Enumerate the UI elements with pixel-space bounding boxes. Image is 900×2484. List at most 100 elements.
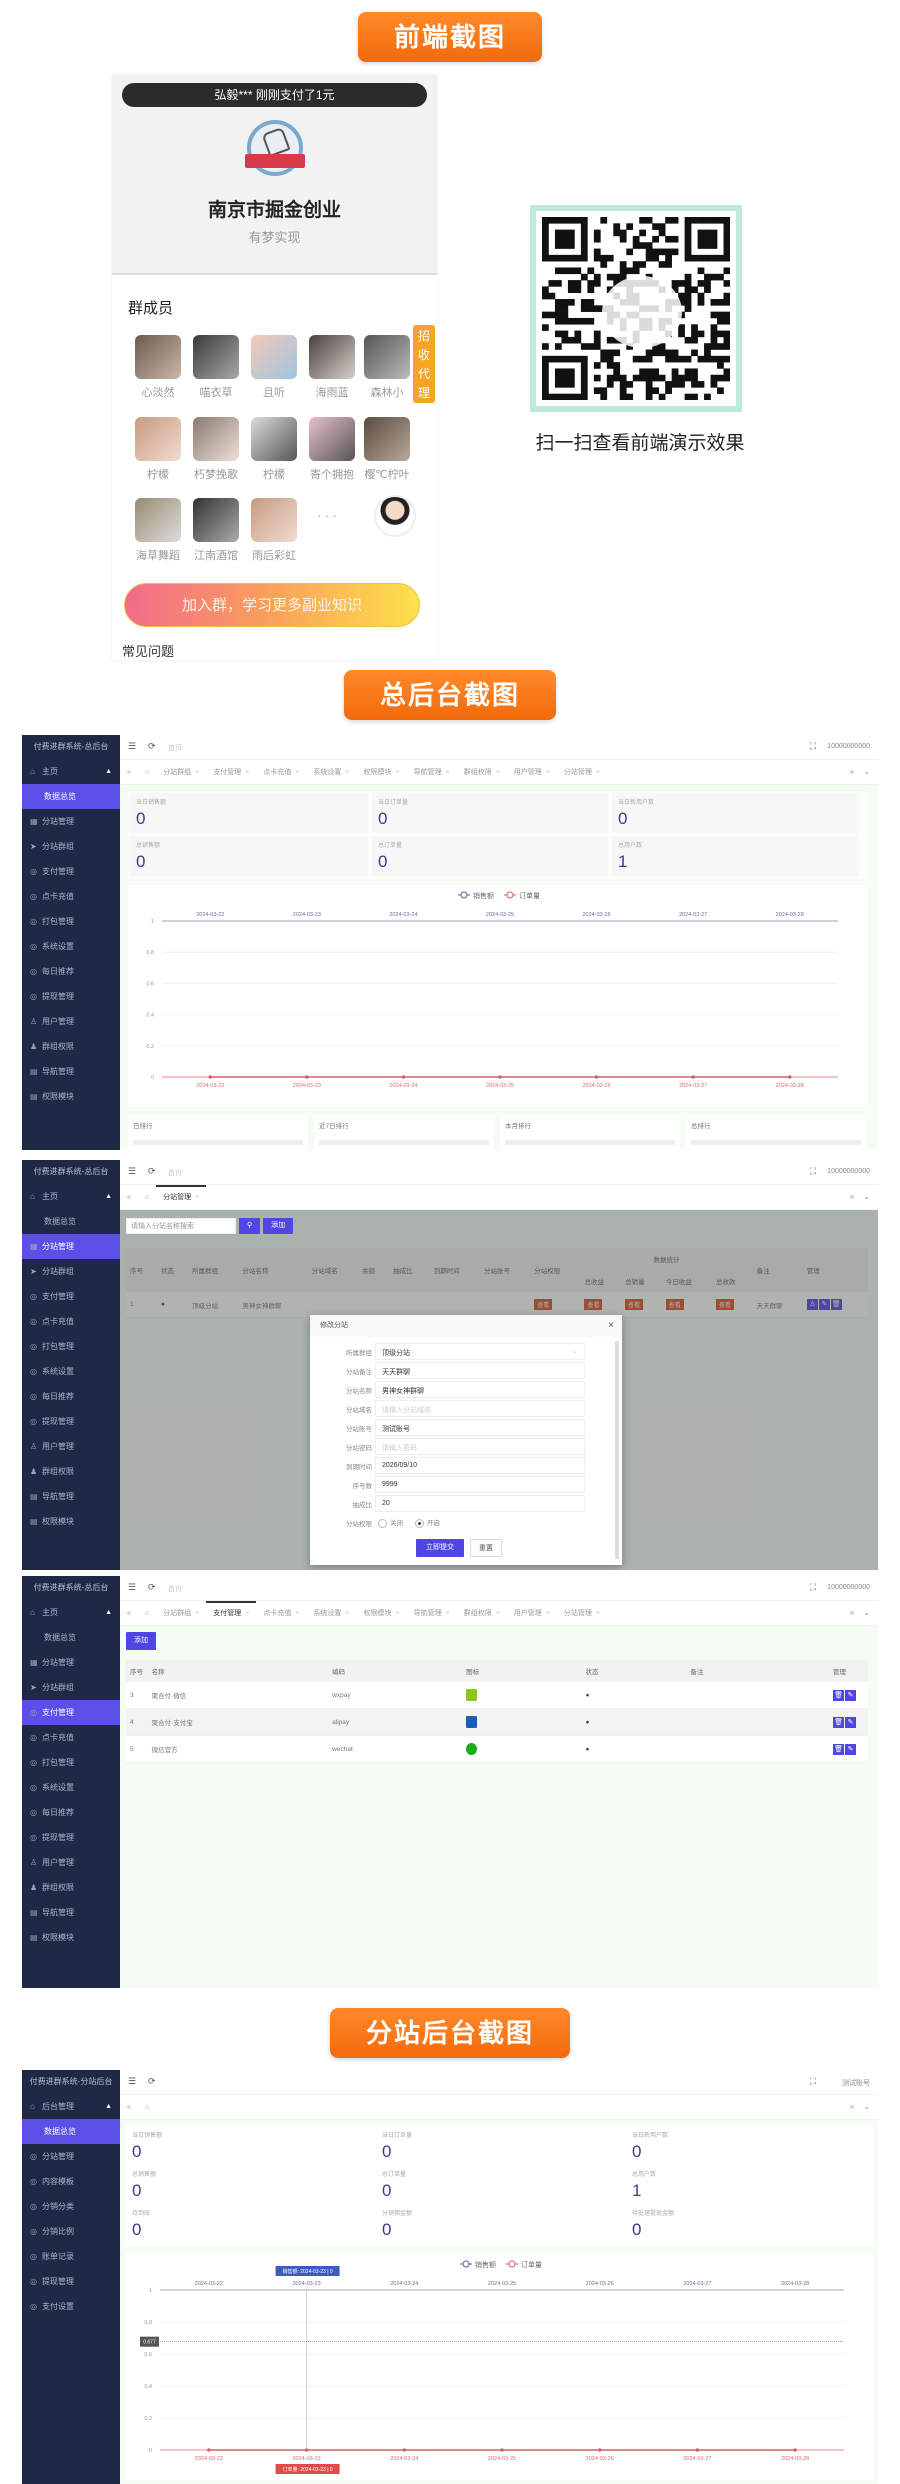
sidebar-item-11[interactable]: ♟ 群组权限 bbox=[22, 1034, 120, 1059]
customer-service-avatar-icon[interactable] bbox=[374, 495, 416, 537]
sidebar-item-9[interactable]: ◎ 提现管理 bbox=[22, 984, 120, 1009]
tab-1[interactable]: 支付管理 × bbox=[206, 760, 256, 785]
user-menu[interactable]: 测试账号 bbox=[842, 2080, 870, 2087]
member-item[interactable]: 海雨蓝 bbox=[309, 335, 355, 400]
sidebar-item-10[interactable]: ♙ 用户管理 bbox=[22, 1850, 120, 1875]
sidebar-item-1[interactable]: 数据总览 bbox=[22, 1209, 120, 1234]
stat-badge[interactable]: 查看 bbox=[534, 1299, 553, 1310]
refresh-icon[interactable]: ⟳ bbox=[148, 1166, 156, 1176]
sidebar-item-0[interactable]: ⌂ 主页 ▲ bbox=[22, 1184, 120, 1209]
sidebar-item-3[interactable]: ◎ 内容模板 bbox=[22, 2169, 120, 2194]
edit-icon[interactable]: ✎ bbox=[845, 1689, 857, 1701]
tab-close-icon[interactable]: × bbox=[445, 769, 450, 776]
tab-close-icon[interactable]: × bbox=[545, 769, 550, 776]
join-group-button[interactable]: 加入群，学习更多副业知识 bbox=[124, 583, 420, 627]
search-button[interactable]: ⚲ bbox=[239, 1218, 261, 1234]
sidebar-item-2[interactable]: ▦ 分站管理 bbox=[22, 809, 120, 834]
sidebar-item-8[interactable]: ◎ 每日推荐 bbox=[22, 959, 120, 984]
member-item[interactable]: 雨后彩虹 bbox=[251, 498, 297, 563]
sidebar-item-3[interactable]: ➤ 分站群组 bbox=[22, 834, 120, 859]
sidebar-item-1[interactable]: 数据总览 bbox=[22, 784, 120, 809]
stat-badge[interactable]: 查看 bbox=[584, 1299, 603, 1310]
tab-close-icon[interactable]: × bbox=[245, 769, 250, 776]
status-cell[interactable]: ● bbox=[581, 1735, 687, 1763]
sidebar-item-4[interactable]: ◎ 分销分类 bbox=[22, 2194, 120, 2219]
sidebar-item-2[interactable]: ◎ 分站管理 bbox=[22, 2144, 120, 2169]
tab-8[interactable]: 分站管理 × bbox=[557, 760, 607, 785]
sidebar-item-13[interactable]: ▤ 权限模块 bbox=[22, 1509, 120, 1534]
reset-button[interactable]: 重置 bbox=[470, 1539, 502, 1557]
sidebar-item-4[interactable]: ◎ 支付管理 bbox=[22, 1284, 120, 1309]
sidebar-item-12[interactable]: ▤ 导航管理 bbox=[22, 1059, 120, 1084]
tab-3[interactable]: 系统设置 × bbox=[306, 1601, 356, 1626]
stat-badge[interactable]: 查看 bbox=[715, 1299, 734, 1310]
refresh-icon[interactable]: ⟳ bbox=[148, 741, 156, 751]
tabs-scroll-left-icon[interactable]: « bbox=[127, 1610, 131, 1617]
tab-6[interactable]: 群组权限 × bbox=[457, 1601, 507, 1626]
member-item[interactable]: 樱℃柠叶 bbox=[364, 417, 410, 482]
caret-up-icon[interactable]: ▲ bbox=[105, 768, 112, 775]
sidebar-item-10[interactable]: ♙ 用户管理 bbox=[22, 1434, 120, 1459]
tab-4[interactable]: 权限模块 × bbox=[357, 760, 407, 785]
sidebar-item-13[interactable]: ▤ 权限模块 bbox=[22, 1925, 120, 1950]
member-item[interactable]: 柠檬 bbox=[135, 417, 181, 482]
delete-icon[interactable]: 🗑 bbox=[833, 1689, 845, 1701]
status-cell[interactable]: ● bbox=[581, 1682, 687, 1709]
modal-scrollbar[interactable] bbox=[615, 1341, 619, 1559]
sidebar-item-1[interactable]: 数据总览 bbox=[22, 2119, 120, 2144]
tab-close-icon[interactable]: × bbox=[595, 1610, 600, 1617]
tab-close-icon[interactable]: × bbox=[345, 1610, 350, 1617]
member-item[interactable]: 心淡然 bbox=[135, 335, 181, 400]
sidebar-item-7[interactable]: ◎ 系统设置 bbox=[22, 1775, 120, 1800]
sidebar-item-3[interactable]: ➤ 分站群组 bbox=[22, 1259, 120, 1284]
tabs-dropdown-icon[interactable]: ⌄ bbox=[863, 1608, 870, 1617]
field-input[interactable]: 请输入分站域名 bbox=[375, 1400, 585, 1417]
tabs-scroll-right-icon[interactable]: » bbox=[849, 1608, 854, 1617]
tab-close-icon[interactable]: × bbox=[295, 1610, 300, 1617]
menu-fold-icon[interactable]: ☰ bbox=[128, 741, 137, 751]
home-tab-icon[interactable]: ⌂ bbox=[144, 1194, 150, 1201]
member-item[interactable]: 海草舞蹈 bbox=[135, 498, 181, 563]
menu-fold-icon[interactable]: ☰ bbox=[128, 1166, 137, 1176]
sidebar-item-4[interactable]: ◎ 支付管理 bbox=[22, 1700, 120, 1725]
home-tab-icon[interactable]: ⌂ bbox=[144, 1610, 150, 1617]
tab-2[interactable]: 点卡充值 × bbox=[256, 1601, 306, 1626]
home-breadcrumb[interactable]: 首页 bbox=[168, 1170, 182, 1177]
user-menu[interactable]: 10000000000 bbox=[827, 1168, 870, 1175]
edit-icon[interactable]: ✎ bbox=[845, 1743, 857, 1755]
sidebar-item-9[interactable]: ◎ 提现管理 bbox=[22, 1409, 120, 1434]
sidebar-item-2[interactable]: ▦ 分站管理 bbox=[22, 1650, 120, 1675]
sidebar-item-12[interactable]: ▤ 导航管理 bbox=[22, 1484, 120, 1509]
tab-close-icon[interactable]: × bbox=[245, 1610, 250, 1617]
tabs-dropdown-icon[interactable]: ⌄ bbox=[863, 2102, 870, 2111]
tabs-scroll-right-icon[interactable]: » bbox=[849, 1192, 854, 1201]
sidebar-item-10[interactable]: ♙ 用户管理 bbox=[22, 1009, 120, 1034]
field-input[interactable]: 9999 bbox=[375, 1476, 585, 1493]
stat-badge[interactable]: 查看 bbox=[625, 1299, 644, 1310]
add-button[interactable]: 添加 bbox=[263, 1218, 294, 1234]
delete-icon[interactable]: 🗑 bbox=[830, 1299, 842, 1310]
delete-icon[interactable]: 🗑 bbox=[833, 1743, 845, 1755]
edit-icon[interactable]: ✎ bbox=[818, 1299, 830, 1310]
search-input[interactable]: 请输入分站名称搜索 bbox=[126, 1218, 236, 1234]
sidebar-item-11[interactable]: ♟ 群组权限 bbox=[22, 1459, 120, 1484]
edit-icon[interactable]: ✎ bbox=[845, 1716, 857, 1728]
sidebar-item-5[interactable]: ◎ 点卡充值 bbox=[22, 1309, 120, 1334]
field-input[interactable]: 测试账号 bbox=[375, 1419, 585, 1436]
tab-close-icon[interactable]: × bbox=[195, 1194, 200, 1201]
recruit-agent-badge[interactable]: 招收代理 bbox=[413, 325, 435, 403]
member-item[interactable]: 喵衣草 bbox=[193, 335, 239, 400]
home-tab-icon[interactable]: ⌂ bbox=[144, 769, 150, 776]
field-input[interactable]: 顶级分站 bbox=[375, 1343, 585, 1360]
more-members-icon[interactable]: ··· bbox=[317, 507, 340, 523]
tab-2[interactable]: 点卡充值 × bbox=[256, 760, 306, 785]
tab-5[interactable]: 导航管理 × bbox=[407, 1601, 457, 1626]
tab-0[interactable]: 分站群组 × bbox=[156, 1601, 206, 1626]
tab-1[interactable]: 支付管理 × bbox=[206, 1601, 257, 1626]
stat-badge[interactable]: 查看 bbox=[665, 1299, 684, 1310]
sidebar-item-8[interactable]: ◎ 每日推荐 bbox=[22, 1384, 120, 1409]
user-icon[interactable]: ♙ bbox=[806, 1299, 818, 1310]
radio-on[interactable]: 开启 bbox=[415, 1518, 440, 1528]
caret-up-icon[interactable]: ▲ bbox=[105, 1193, 112, 1200]
fullscreen-icon[interactable]: ⛶ bbox=[809, 1166, 816, 1176]
